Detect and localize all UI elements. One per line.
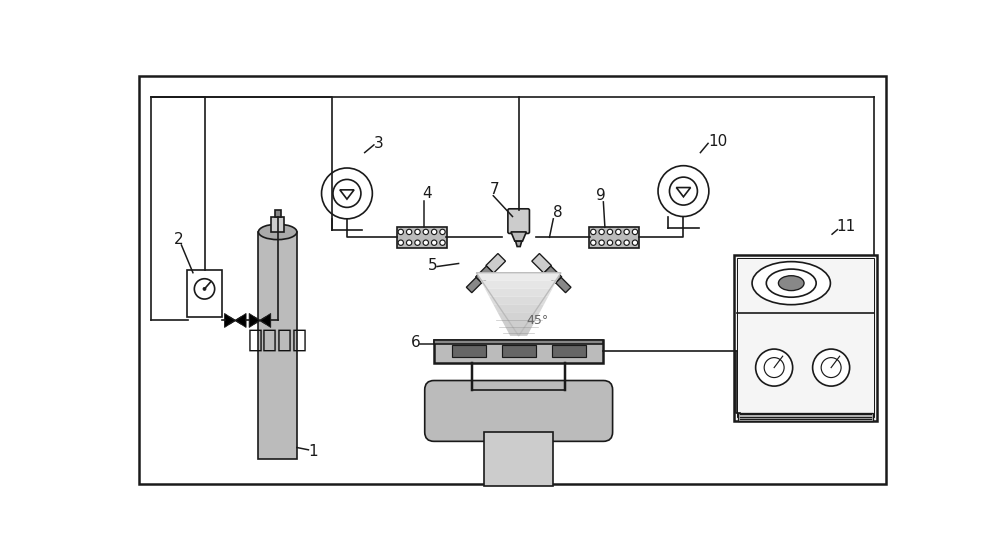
Polygon shape [556, 278, 571, 293]
Circle shape [591, 240, 596, 246]
Polygon shape [506, 328, 531, 336]
Bar [589, 227, 639, 248]
Text: 6: 6 [411, 335, 421, 349]
Bar [452, 345, 486, 357]
Polygon shape [493, 304, 544, 312]
Text: 1: 1 [308, 444, 318, 459]
Polygon shape [532, 253, 551, 273]
Text: 惰性气体: 惰性气体 [248, 328, 308, 352]
Circle shape [431, 240, 437, 246]
Circle shape [632, 240, 638, 246]
Text: 3: 3 [374, 136, 384, 151]
FancyBboxPatch shape [425, 380, 613, 441]
Circle shape [624, 240, 629, 246]
Polygon shape [497, 312, 540, 320]
Polygon shape [502, 320, 536, 328]
Circle shape [440, 229, 445, 234]
Text: 10: 10 [708, 134, 727, 149]
Text: 9: 9 [596, 188, 605, 203]
Circle shape [756, 349, 793, 386]
Polygon shape [225, 314, 235, 327]
Circle shape [398, 240, 403, 246]
Circle shape [423, 229, 428, 234]
Ellipse shape [766, 269, 816, 297]
Circle shape [398, 229, 403, 234]
Circle shape [415, 229, 420, 234]
Text: 11: 11 [836, 219, 855, 234]
Polygon shape [260, 314, 271, 327]
Bar [258, 232, 297, 459]
Circle shape [423, 240, 428, 246]
Polygon shape [511, 232, 526, 241]
Circle shape [203, 288, 206, 290]
Circle shape [406, 240, 412, 246]
Circle shape [599, 229, 604, 234]
Bar [737, 258, 874, 418]
Bar [271, 217, 284, 232]
Circle shape [415, 240, 420, 246]
Polygon shape [476, 273, 561, 280]
Ellipse shape [778, 276, 804, 291]
Text: 8: 8 [553, 205, 563, 220]
Circle shape [440, 240, 445, 246]
Text: 5: 5 [428, 258, 437, 273]
Circle shape [406, 229, 412, 234]
Polygon shape [249, 314, 260, 327]
Bar [552, 345, 586, 357]
Polygon shape [489, 296, 548, 304]
Circle shape [624, 229, 629, 234]
Circle shape [599, 240, 604, 246]
Bar [434, 340, 603, 343]
Bar [187, 270, 222, 317]
Bar [397, 227, 447, 248]
Circle shape [591, 229, 596, 234]
Circle shape [632, 229, 638, 234]
FancyBboxPatch shape [508, 209, 529, 233]
Circle shape [607, 240, 613, 246]
Text: 4: 4 [422, 186, 432, 201]
Polygon shape [486, 253, 506, 273]
Circle shape [607, 229, 613, 234]
Circle shape [813, 349, 850, 386]
Bar [502, 345, 536, 357]
Text: 2: 2 [174, 232, 183, 247]
Circle shape [431, 229, 437, 234]
Text: 7: 7 [489, 182, 499, 197]
Polygon shape [476, 266, 493, 284]
Polygon shape [544, 266, 562, 284]
Polygon shape [516, 241, 522, 247]
Bar [738, 413, 873, 421]
Ellipse shape [258, 224, 297, 239]
Bar [484, 432, 553, 486]
Circle shape [616, 240, 621, 246]
Ellipse shape [752, 262, 830, 305]
Bar [275, 210, 281, 217]
Text: 45°: 45° [526, 314, 549, 327]
Polygon shape [485, 289, 553, 296]
Polygon shape [235, 314, 246, 327]
Bar [734, 255, 877, 421]
Polygon shape [481, 280, 557, 289]
Circle shape [616, 229, 621, 234]
Polygon shape [466, 278, 482, 293]
Bar [434, 340, 603, 363]
